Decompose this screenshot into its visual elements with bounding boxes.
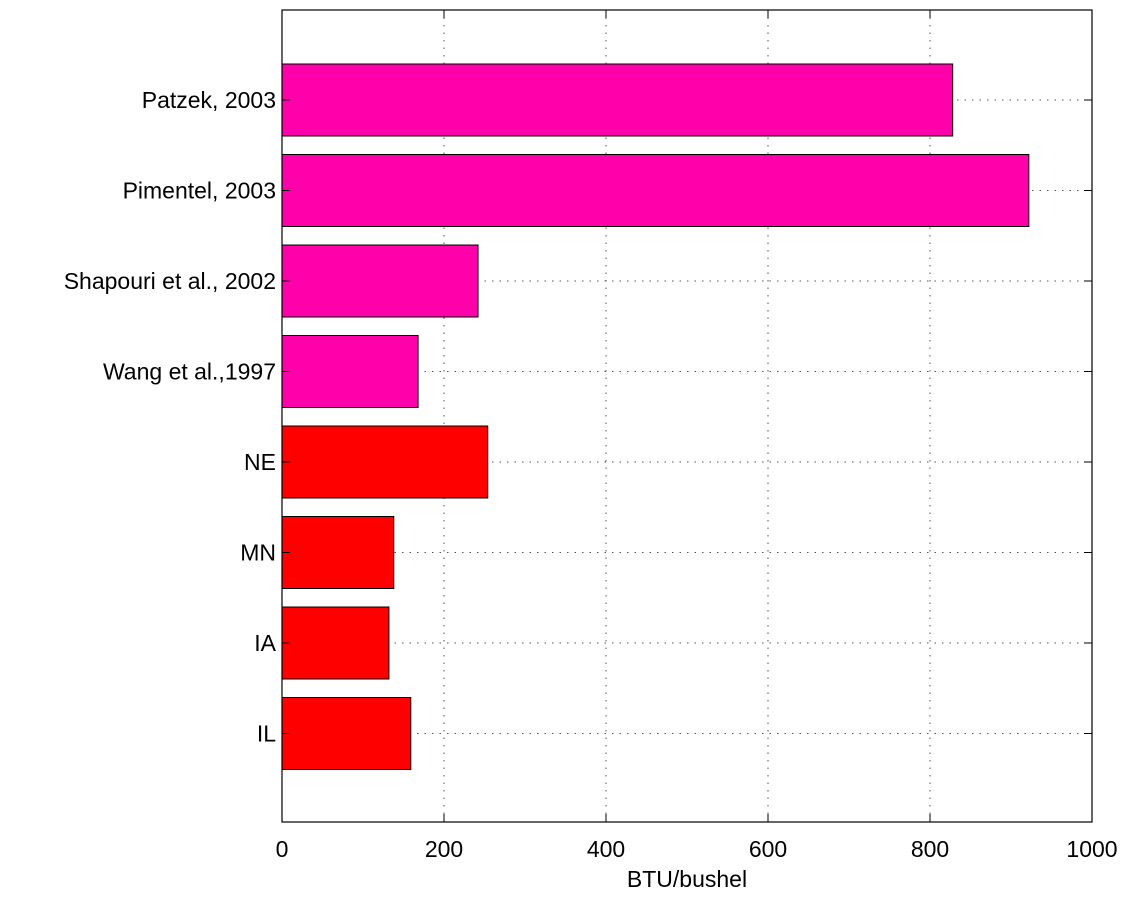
category-label: Patzek, 2003: [142, 87, 276, 113]
category-label: Pimentel, 2003: [123, 178, 276, 204]
category-label: Shapouri et al., 2002: [64, 268, 276, 294]
bar: [282, 517, 394, 589]
x-tick-label: 200: [425, 836, 463, 862]
bar: [282, 607, 389, 679]
bar: [282, 426, 488, 498]
category-label: IA: [254, 630, 276, 656]
x-tick-label: 0: [276, 836, 289, 862]
x-tick-label: 1000: [1066, 836, 1117, 862]
bar: [282, 336, 418, 408]
bar: [282, 64, 953, 136]
category-label: Wang et al.,1997: [103, 359, 276, 385]
category-label: MN: [240, 540, 276, 566]
category-label: NE: [244, 449, 276, 475]
x-tick-label: 400: [587, 836, 625, 862]
x-axis-label: BTU/bushel: [627, 866, 747, 892]
bar: [282, 698, 411, 770]
bar: [282, 155, 1029, 227]
bar: [282, 245, 478, 317]
axes: 0 200 400 600 800 1000 Patzek, 2003 Pimentel, 2…: [64, 10, 1118, 862]
category-label: IL: [257, 721, 276, 747]
bars: [282, 64, 1029, 770]
x-tick-label: 600: [749, 836, 787, 862]
x-tick-label: 800: [911, 836, 949, 862]
